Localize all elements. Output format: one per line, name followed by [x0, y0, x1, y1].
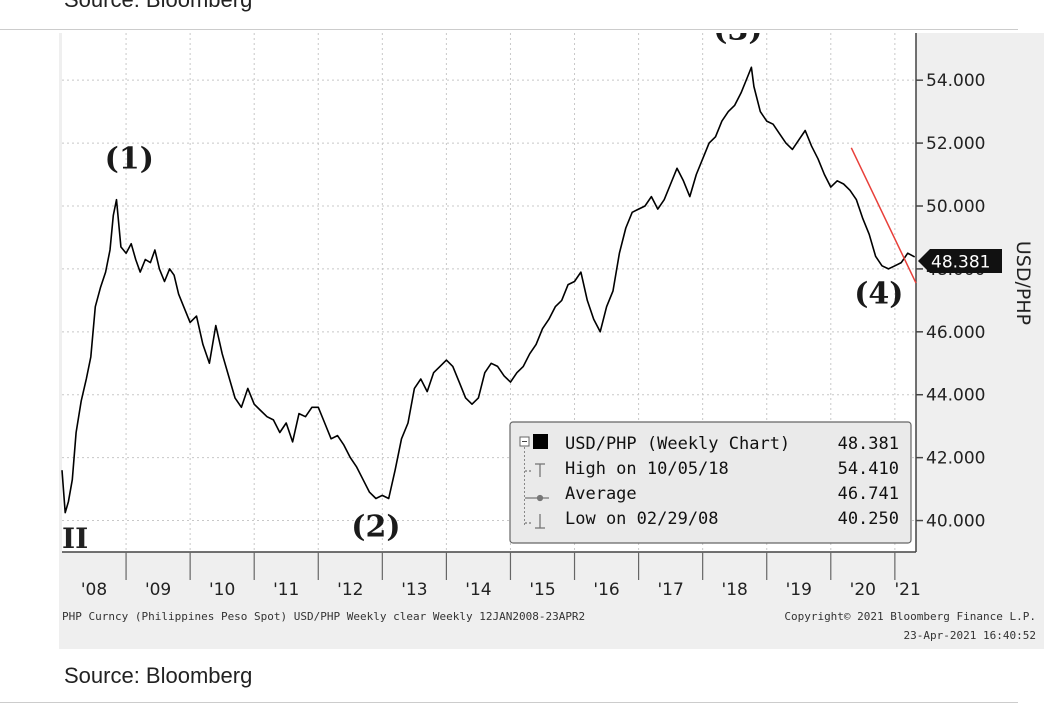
legend-label-average: Average [565, 484, 637, 504]
x-tick-label: '08 [81, 580, 107, 600]
watermark: II [62, 522, 88, 555]
x-tick-label: '18 [722, 580, 748, 600]
y-axis-ticks: 40.00042.00044.00046.00048.00050.00052.0… [916, 71, 985, 532]
price-tag-label: 48.381 [931, 253, 990, 273]
y-tick-label: 50.000 [926, 197, 985, 217]
x-tick-label: '14 [465, 580, 491, 600]
axes [62, 33, 917, 553]
legend-label-low: Low on 02/29/08 [565, 509, 719, 529]
legend-value-average: 46.741 [838, 484, 899, 504]
x-tick-label: '12 [337, 580, 363, 600]
legend-label-series: USD/PHP (Weekly Chart) [565, 434, 790, 454]
annotations: (1) (2) (3) (4) [105, 33, 904, 544]
price-tag: 48.381 [918, 249, 1002, 273]
legend-box [509, 421, 912, 544]
x-tick-label: '16 [593, 580, 619, 600]
x-tick-label: '19 [786, 580, 812, 600]
y-axis-label: USD/PHP [1012, 241, 1034, 325]
x-tick-label: '11 [273, 580, 299, 600]
source-caption-top: Source: Bloomberg [64, 0, 252, 13]
legend-value-high: 54.410 [838, 459, 899, 479]
annotation-label: (2) [351, 509, 400, 544]
y-tick-label: 46.000 [926, 323, 985, 343]
y-tick-label: 40.000 [926, 512, 985, 532]
y-tick-label: 52.000 [926, 134, 985, 154]
x-axis-ticks: '08 '09 '10 '11 '12 '13 '14 '15 '16 '17 '18 '19 '20 '… [81, 552, 921, 600]
legend-high-icon [525, 463, 545, 477]
annotation-label: (3) [713, 33, 762, 47]
chart-panel: 40.00042.00044.00046.00048.00050.00052.0… [59, 33, 1044, 649]
legend-low-icon [525, 514, 545, 529]
legend-average-icon [525, 494, 549, 502]
x-tick-label: '09 [145, 580, 171, 600]
footer-timestamp: 23-Apr-2021 16:40:52 [904, 629, 1036, 642]
legend-label-high: High on 10/05/18 [565, 459, 729, 479]
x-tick-label: '15 [529, 580, 555, 600]
footer-description: PHP Curncy (Philippines Peso Spot) USD/P… [62, 610, 585, 623]
legend-value-series: 48.381 [838, 434, 899, 454]
legend-collapse-icon[interactable] [519, 436, 530, 447]
legend-value-low: 40.250 [838, 509, 899, 529]
x-tick-label: '10 [209, 580, 235, 600]
y-tick-label: 42.000 [926, 449, 985, 469]
trend-line [850, 147, 917, 284]
x-tick-label: '17 [657, 580, 683, 600]
series-line-usdphp [61, 66, 916, 514]
annotation-label: (1) [105, 141, 154, 176]
annotation-label: (4) [854, 277, 903, 312]
y-tick-label: 44.000 [926, 386, 985, 406]
source-caption-bottom: Source: Bloomberg [64, 663, 253, 688]
series-layer [61, 66, 917, 514]
divider-top [0, 29, 1018, 30]
legend[interactable]: USD/PHP (Weekly Chart) 48.381 High on 10… [509, 421, 912, 544]
y-tick-label: 54.000 [926, 71, 985, 91]
footer-copyright: Copyright© 2021 Bloomberg Finance L.P. [784, 610, 1036, 623]
divider-bottom [0, 702, 1018, 703]
x-tick-label: '20 [850, 580, 876, 600]
x-tick-label: '21 [895, 580, 921, 600]
legend-series-swatch-icon [533, 434, 548, 449]
x-tick-label: '13 [401, 580, 427, 600]
chart-svg: 40.00042.00044.00046.00048.00050.00052.0… [61, 33, 1036, 642]
